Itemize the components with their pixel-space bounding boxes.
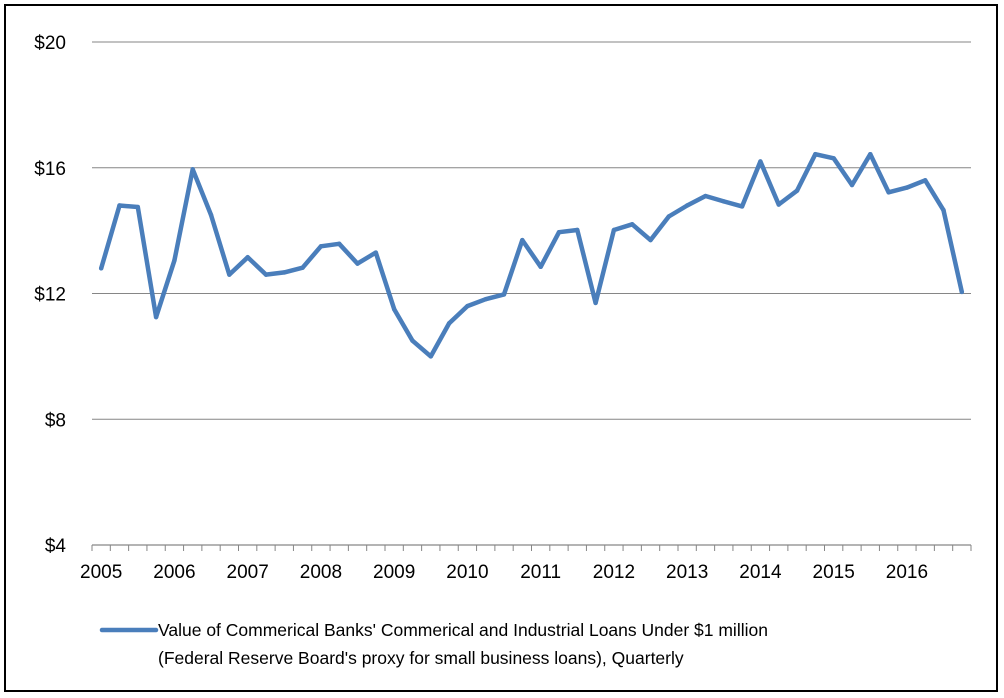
data-points (98, 152, 965, 359)
data-point (318, 244, 324, 249)
y-tick-label: $8 (45, 410, 66, 431)
data-point (153, 314, 159, 320)
data-point (373, 250, 379, 255)
data-point (556, 229, 562, 235)
data-point (813, 152, 818, 157)
data-point (245, 255, 250, 260)
data-point (355, 261, 360, 266)
data-point (794, 188, 800, 193)
data-point (465, 303, 470, 309)
data-point (630, 222, 635, 227)
x-tick-label: 2011 (520, 562, 561, 583)
data-point (923, 178, 928, 183)
data-point (904, 185, 910, 190)
x-tick-label: 2009 (373, 562, 415, 583)
data-point (501, 292, 507, 297)
data-point (263, 272, 269, 277)
data-point (172, 258, 177, 263)
x-tick-label: 2007 (227, 562, 269, 583)
y-tick-label: $12 (34, 285, 66, 306)
data-point (648, 237, 653, 243)
legend-label-line-2: (Federal Reserve Board's proxy for small… (158, 648, 684, 668)
x-tick-label: 2010 (446, 562, 488, 583)
x-tick-label: 2016 (886, 562, 928, 583)
data-point (538, 264, 543, 269)
data-point (520, 237, 525, 243)
data-point (337, 241, 342, 247)
x-tick-label: 2008 (300, 562, 342, 583)
series-line (98, 151, 965, 359)
data-point (849, 182, 855, 188)
data-point (391, 307, 397, 312)
data-point (483, 296, 488, 302)
x-tick-label: 2014 (739, 562, 782, 583)
x-tick-label: 2013 (666, 562, 708, 583)
x-axis-ticks (91, 545, 972, 551)
data-point (886, 190, 891, 195)
data-point (282, 270, 287, 275)
data-point (575, 227, 580, 233)
data-point (721, 199, 726, 204)
x-tick-label: 2012 (593, 562, 635, 583)
x-axis-tick-labels: 2005 2006 2007 2008 2009 2010 2011 2012 2013 2014… (80, 562, 928, 583)
data-point (941, 207, 946, 213)
data-point (684, 203, 690, 208)
x-tick-label: 2006 (153, 562, 195, 583)
data-point (758, 159, 763, 164)
legend: Value of Commerical Banks' Commerical an… (99, 620, 768, 668)
data-point (190, 167, 195, 172)
data-point (98, 266, 104, 271)
y-tick-label: $16 (34, 159, 66, 180)
x-tick-label: 2015 (813, 562, 855, 583)
data-point (593, 300, 598, 306)
data-point (831, 156, 836, 161)
chart-frame (4, 4, 998, 692)
data-point (703, 193, 708, 199)
legend-label-line-1: Value of Commerical Banks' Commerical an… (158, 620, 768, 640)
data-point (868, 152, 873, 157)
data-point (117, 203, 122, 208)
data-point (428, 354, 433, 359)
y-axis-tick-labels: $4 $8 $12 $16 $20 (34, 33, 66, 557)
data-point (208, 212, 214, 218)
data-point (227, 272, 232, 277)
y-tick-label: $20 (34, 33, 66, 54)
data-point (446, 321, 452, 326)
data-point (959, 289, 965, 295)
data-point (410, 338, 415, 343)
data-point (776, 202, 781, 207)
x-tick-label: 2005 (80, 562, 122, 583)
data-point (300, 265, 305, 270)
data-point (666, 214, 672, 219)
data-point (611, 227, 617, 233)
gridlines (92, 41, 971, 420)
data-point (739, 204, 745, 209)
y-tick-label: $4 (45, 536, 67, 557)
data-point (135, 204, 140, 210)
